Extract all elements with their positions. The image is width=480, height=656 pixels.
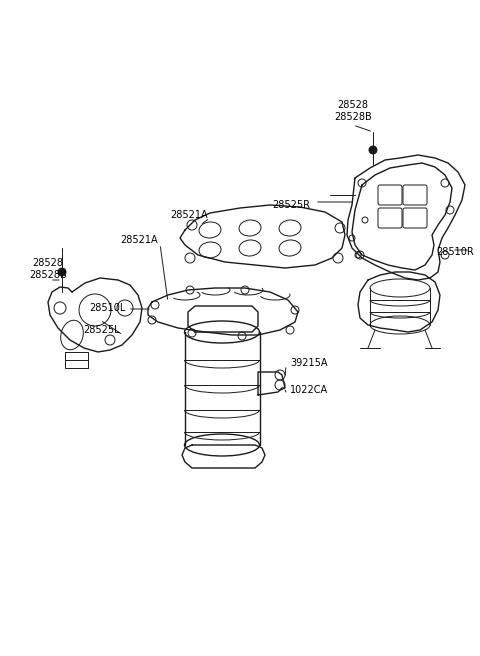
Circle shape: [58, 268, 66, 276]
Text: 28525R: 28525R: [272, 200, 310, 210]
Text: 28528: 28528: [337, 100, 369, 110]
Text: 39215A: 39215A: [290, 358, 327, 368]
Text: 28510R: 28510R: [436, 247, 474, 257]
Text: 28510L: 28510L: [90, 303, 126, 313]
Text: 28525L: 28525L: [84, 325, 120, 335]
Text: 28521A: 28521A: [170, 210, 208, 220]
Circle shape: [369, 146, 377, 154]
Text: 28528B: 28528B: [334, 112, 372, 122]
Text: 28521A: 28521A: [120, 235, 158, 245]
Text: 28528B: 28528B: [29, 270, 67, 280]
Text: 1022CA: 1022CA: [290, 385, 328, 395]
Text: 28528: 28528: [33, 258, 63, 268]
